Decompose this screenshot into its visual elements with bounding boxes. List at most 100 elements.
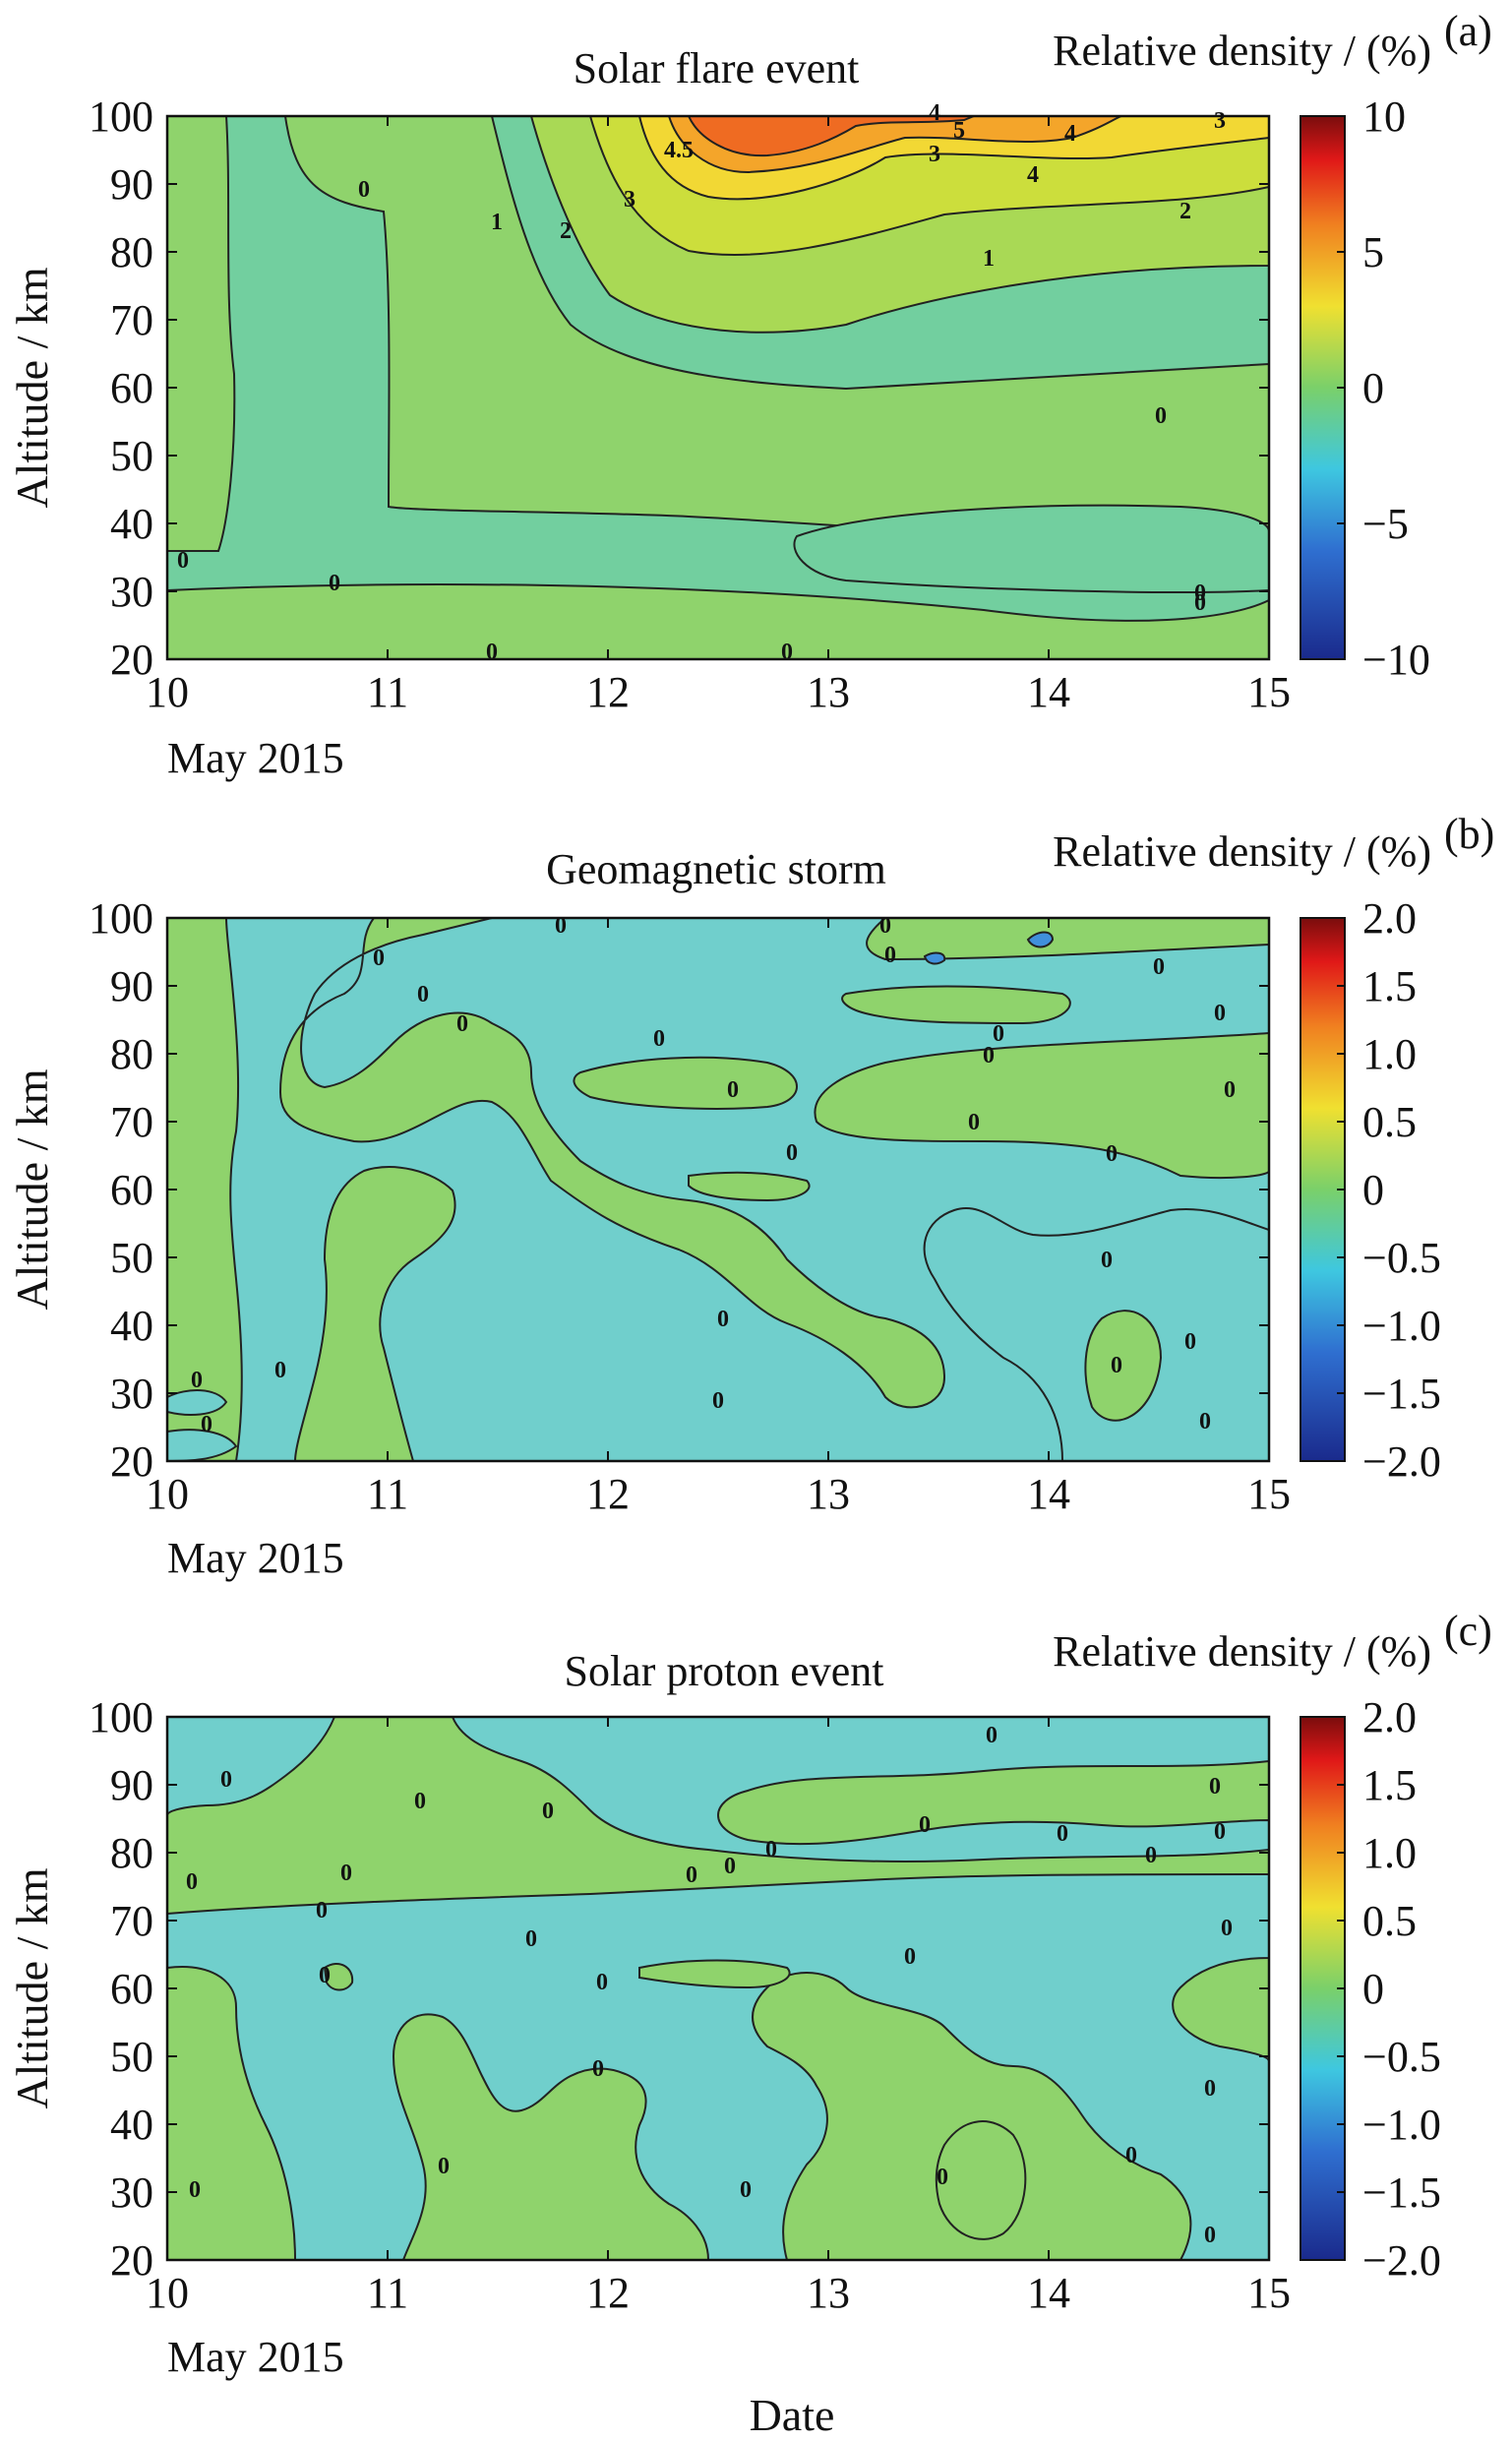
contour-label: 0: [596, 1970, 608, 1995]
x-tick-label: 14: [1027, 1470, 1070, 1518]
contour-label: 0: [592, 2056, 604, 2082]
contour-label: 0: [724, 1854, 736, 1879]
panel-b-ylabel: Altitude / km: [7, 1068, 57, 1311]
x-tick-label: 15: [1247, 2269, 1291, 2317]
panel-b-title: Geomagnetic storm: [546, 845, 886, 893]
panel-c-y-axis: 20 30 40 50 60 70 80 90 100: [89, 1693, 1269, 2285]
y-tick-label: 70: [110, 1098, 153, 1146]
panel-a-ylabel: Altitude / km: [7, 267, 57, 509]
panel-c-negative-upper-bands: [451, 1717, 1269, 1862]
contour-label: 0: [919, 1812, 931, 1838]
contour-label: 0: [968, 1110, 980, 1135]
colorbar-tick-label: −5: [1362, 500, 1409, 548]
y-tick-label: 40: [110, 1302, 153, 1350]
x-tick-label: 13: [807, 1470, 850, 1518]
colorbar-tick-label: −0.5: [1362, 2033, 1441, 2081]
y-tick-label: 50: [110, 432, 153, 480]
x-tick-label: 13: [807, 2269, 850, 2317]
contour-label: 3: [624, 187, 635, 213]
contour-label: 0: [417, 982, 429, 1007]
y-tick-label: 40: [110, 2101, 153, 2149]
x-tick-label: 15: [1247, 668, 1291, 716]
y-tick-label: 70: [110, 296, 153, 344]
y-tick-label: 60: [110, 1965, 153, 2013]
colorbar-tick-label: 1.0: [1362, 1030, 1417, 1078]
contour-label: 0: [186, 1869, 198, 1895]
colorbar-tick-label: −0.5: [1362, 1234, 1441, 1282]
contour-label: 0: [274, 1358, 286, 1383]
x-tick-label: 10: [146, 1470, 189, 1518]
contour-label: 1: [491, 210, 503, 235]
y-tick-label: 80: [110, 1829, 153, 1877]
y-tick-label: 30: [110, 2168, 153, 2217]
contour-label: 5: [953, 118, 965, 144]
panel-c-plot-area: [167, 1717, 1269, 2260]
contour-label: 0: [1106, 1141, 1118, 1167]
colorbar-tick-label: −1.0: [1362, 2101, 1441, 2149]
panel-b-panel-label: (b): [1444, 810, 1494, 858]
y-tick-label: 80: [110, 228, 153, 276]
contour-label: 4: [1064, 121, 1076, 147]
colorbar-tick-label: −1.5: [1362, 2168, 1441, 2217]
x-tick-label: 13: [807, 668, 850, 716]
panel-a-band-5-plus: [687, 116, 975, 157]
contour-label: 0: [486, 640, 498, 665]
x-tick-label: 11: [367, 668, 408, 716]
colorbar-tick-label: 2.0: [1362, 1693, 1417, 1741]
contour-label: 0: [1214, 1001, 1226, 1026]
y-tick-label: 100: [89, 894, 153, 943]
panel-a-panel-label: (a): [1444, 7, 1492, 55]
panel-c-ylabel: Altitude / km: [7, 1867, 57, 2109]
panel-a-x-axis: 10 11 12 13 14 15: [146, 116, 1291, 716]
y-tick-label: 30: [110, 568, 153, 616]
contour-label: 0: [1155, 403, 1167, 429]
panel-c-x-axis: 10 11 12 13 14 15: [146, 1717, 1291, 2317]
contour-label: 0: [316, 1898, 328, 1923]
contour-label: 0: [717, 1307, 729, 1332]
panel-b-contour-labels: 0 0 0 0 0 0 0 0 0 0 0 0 0 0 0 0 0 0 0 0 0 0 0 0 0: [191, 913, 1236, 1437]
colorbar-tick-label: 1.0: [1362, 1829, 1417, 1877]
x-tick-label: 11: [367, 1470, 408, 1518]
contour-label: 4: [1027, 162, 1039, 188]
x-tick-label: 12: [586, 2269, 630, 2317]
colorbar-tick-label: 0: [1362, 364, 1384, 412]
colorbar-tick-label: −2.0: [1362, 2236, 1441, 2285]
contour-label: 0: [937, 2165, 948, 2190]
contour-label: 0: [1101, 1248, 1113, 1273]
contour-label: 4: [929, 100, 940, 126]
contour-label: 0: [220, 1767, 232, 1793]
contour-label: 0: [712, 1388, 724, 1414]
contour-label: 0: [319, 1963, 331, 1988]
contour-label: 0: [329, 571, 340, 596]
contour-label: 0: [201, 1412, 212, 1437]
panel-b-colorbar-label: Relative density / (%): [1053, 827, 1431, 876]
panel-b-colorbar-ticks: 2.0 1.5 1.0 0.5 0 −0.5 −1.0 −1.5 −2.0: [1337, 894, 1441, 1486]
y-tick-label: 100: [89, 1693, 153, 1741]
colorbar-tick-label: 0: [1362, 1166, 1384, 1214]
contour-label: 0: [555, 913, 567, 939]
y-tick-label: 40: [110, 500, 153, 548]
panel-a-title: Solar flare event: [574, 44, 860, 92]
contour-label: 0: [1153, 954, 1165, 980]
x-tick-label: 10: [146, 2269, 189, 2317]
y-tick-label: 90: [110, 1761, 153, 1809]
contour-label: 0: [1184, 1329, 1196, 1355]
panel-a-date-label: May 2015: [167, 734, 344, 782]
colorbar-tick-label: 2.0: [1362, 894, 1417, 943]
colorbar-tick-label: 0: [1362, 1965, 1384, 2013]
contour-label: 0: [781, 640, 793, 665]
x-tick-label: 11: [367, 2269, 408, 2317]
contour-label: 0: [740, 2177, 752, 2203]
y-tick-label: 20: [110, 636, 153, 684]
panel-b-plot-area: [167, 918, 1269, 1461]
colorbar-tick-label: −1.5: [1362, 1370, 1441, 1418]
contour-label: 2: [560, 218, 572, 244]
contour-label: 2: [1179, 199, 1191, 224]
contour-label: 0: [358, 177, 370, 203]
panel-b-deep-negative-spots: [923, 931, 1055, 965]
contour-label: 0: [879, 913, 891, 939]
colorbar-tick-label: 10: [1362, 92, 1406, 141]
